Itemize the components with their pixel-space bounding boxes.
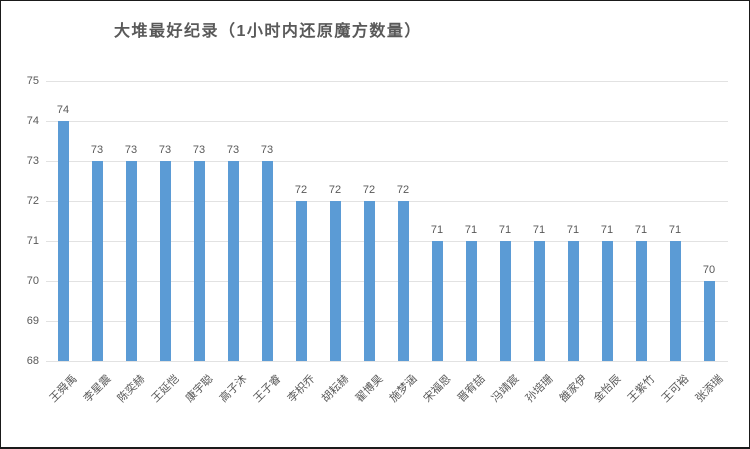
bar-value-label: 73: [158, 144, 172, 156]
bar: [91, 161, 103, 361]
bar: [125, 161, 137, 361]
gridline: [46, 161, 728, 162]
bar: [703, 281, 715, 361]
gridline: [46, 361, 728, 362]
bar: [533, 241, 545, 361]
bar: [57, 121, 69, 361]
bar: [227, 161, 239, 361]
bar-value-label: 72: [396, 184, 410, 196]
bar: [635, 241, 647, 361]
bar: [329, 201, 341, 361]
gridline: [46, 81, 728, 82]
gridline: [46, 281, 728, 282]
bar-value-label: 71: [668, 224, 682, 236]
bar: [295, 201, 307, 361]
bar-value-label: 71: [532, 224, 546, 236]
y-axis-tick-label: 71: [26, 235, 39, 247]
bar-value-label: 72: [294, 184, 308, 196]
gridline: [46, 201, 728, 202]
bar-value-label: 71: [498, 224, 512, 236]
y-axis-tick-label: 70: [26, 275, 39, 287]
bar-value-label: 71: [566, 224, 580, 236]
bar: [601, 241, 613, 361]
bar: [261, 161, 273, 361]
bar: [465, 241, 477, 361]
bar: [397, 201, 409, 361]
bar-value-label: 70: [702, 264, 716, 276]
bar: [669, 241, 681, 361]
y-axis-tick-label: 72: [26, 195, 39, 207]
bar: [363, 201, 375, 361]
bar: [159, 161, 171, 361]
bar: [499, 241, 511, 361]
bar-value-label: 71: [600, 224, 614, 236]
chart-title: 大堆最好纪录（1小时内还原魔方数量）: [114, 23, 422, 40]
y-axis-tick-label: 75: [26, 75, 39, 87]
bar-value-label: 71: [634, 224, 648, 236]
bar-value-label: 73: [90, 144, 104, 156]
bar: [567, 241, 579, 361]
bar-value-label: 73: [260, 144, 274, 156]
bar-value-label: 73: [192, 144, 206, 156]
bar-value-label: 74: [56, 104, 70, 116]
bar-value-label: 72: [328, 184, 342, 196]
bar-value-label: 73: [124, 144, 138, 156]
y-axis-tick-label: 73: [26, 155, 39, 167]
bar-value-label: 71: [430, 224, 444, 236]
gridline: [46, 321, 728, 322]
bar-value-label: 73: [226, 144, 240, 156]
gridline: [46, 241, 728, 242]
gridline: [46, 121, 728, 122]
bar-value-label: 72: [362, 184, 376, 196]
y-axis-tick-label: 68: [26, 355, 39, 367]
bar-value-label: 71: [464, 224, 478, 236]
y-axis-tick-label: 74: [26, 115, 39, 127]
bar: [193, 161, 205, 361]
y-axis-tick-label: 69: [26, 315, 39, 327]
bar: [431, 241, 443, 361]
